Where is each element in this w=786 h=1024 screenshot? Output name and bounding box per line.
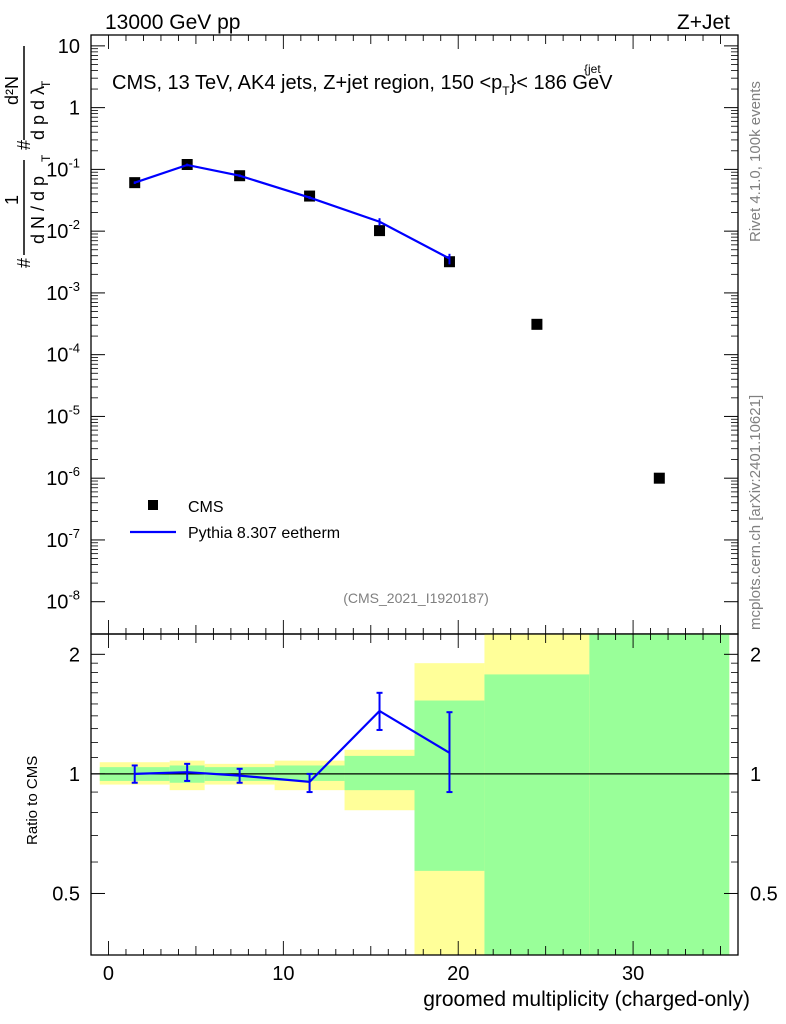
rivet-label: Rivet 4.1.0, 100k events [747,81,764,242]
main-ytick-label-6: 10-2 [46,217,80,243]
ylabel-frac1-sub: T [39,154,53,162]
main-ytick-exp-3: -5 [68,402,80,417]
ylabel-hash-2: # [14,140,34,150]
main-ytick-label-2: 10-6 [46,464,80,490]
pythia-mc-line [134,163,450,260]
main-ytick-base-4: 10 [46,345,68,367]
main-ytick-exp-5: -3 [68,279,80,294]
ratio-xtick-label-2: 20 [447,963,469,985]
plot-title-suffix: }< 186 GeV [510,72,614,94]
main-ytick-label-3: 10-5 [46,402,80,428]
ratio-ytick-label-left-2: 2 [69,644,80,666]
main-ytick-base-8: 1 [69,98,80,120]
ratio-ytick-label-left-1: 1 [69,764,80,786]
mcplots-label: mcplots.cern.ch [arXiv:2401.10621] [747,395,764,630]
main-ytick-label-5: 10-3 [46,279,80,305]
ratio-band-green-6 [484,674,590,955]
main-ytick-exp-7: -1 [68,155,80,170]
plot-title-sup: {jet [584,62,601,76]
ratio-ytick-label-right-0: 0.5 [750,883,778,905]
ratio-ytick-label-right-1: 1 [750,764,761,786]
main-ytick-label-4: 10-4 [46,341,80,367]
plot-title-sub: T [502,84,510,98]
ratio-band-green-7 [589,634,730,955]
cms-data-point-4 [374,225,386,237]
main-ytick-base-2: 10 [46,468,68,490]
main-ytick-label-1: 10-7 [46,526,80,552]
cms-data-point-6 [531,318,543,330]
main-ytick-exp-6: -2 [68,217,80,232]
ratio-ytick-label-left-0: 0.5 [52,883,80,905]
legend-cms-marker [148,500,158,510]
main-ytick-label-9: 10 [58,36,80,58]
analysis-id: (CMS_2021_I1920187) [343,590,489,606]
main-ytick-base-1: 10 [46,530,68,552]
legend-pythia-label: Pythia 8.307 eetherm [188,525,340,542]
main-ytick-label-8: 1 [69,98,80,120]
ylabel-frac2-sub: T [39,80,53,88]
legend-cms-label: CMS [188,499,224,516]
main-ytick-base-7: 10 [46,159,68,181]
main-ytick-base-6: 10 [46,221,68,243]
main-ytick-exp-0: -8 [68,588,80,603]
ylabel-hash-1: # [14,258,34,268]
main-ytick-exp-2: -6 [68,464,80,479]
x-axis-label: groomed multiplicity (charged-only) [423,988,750,1011]
legend: CMS Pythia 8.307 eetherm [130,499,340,542]
main-ytick-exp-4: -4 [68,341,80,356]
header-left-label: 13000 GeV pp [105,11,240,34]
main-ytick-base-3: 10 [46,406,68,428]
ratio-ytick-label-right-2: 2 [750,644,761,666]
ratio-xtick-label-3: 30 [622,963,644,985]
ylabel-frac1-num: 1 [2,195,22,205]
ylabel-frac2-num: d²N [2,76,22,105]
ratio-xtick-label-1: 10 [272,963,294,985]
ratio-plot-frame [90,633,739,956]
ratio-band-green-4 [344,755,415,791]
main-ytick-base-9: 10 [58,36,80,58]
main-plot-frame [90,34,739,635]
main-y-axis-label: # 1 d N / d p T # d²N d p d λ T [2,46,53,268]
main-ytick-base-0: 10 [46,592,68,614]
ylabel-frac1-den: d N / d p [28,176,48,244]
ratio-xtick-label-0: 0 [103,963,114,985]
ylabel-frac2-den: d p d λ [28,86,48,140]
plot-title: CMS, 13 TeV, AK4 jets, Z+jet region, 150… [112,72,613,98]
main-ytick-base-5: 10 [46,283,68,305]
main-ytick-exp-1: -7 [68,526,80,541]
header-right-label: Z+Jet [677,11,730,34]
ratio-y-axis-label: Ratio to CMS [24,756,41,845]
plot-title-prefix: CMS, 13 TeV, AK4 jets, Z+jet region, 150… [112,72,502,94]
ratio-mc-line [134,709,451,783]
cms-data-point-7 [653,472,665,484]
main-ytick-label-7: 10-1 [46,155,80,181]
main-ytick-label-0: 10-8 [46,588,80,614]
ratio-plot-area [91,634,738,955]
